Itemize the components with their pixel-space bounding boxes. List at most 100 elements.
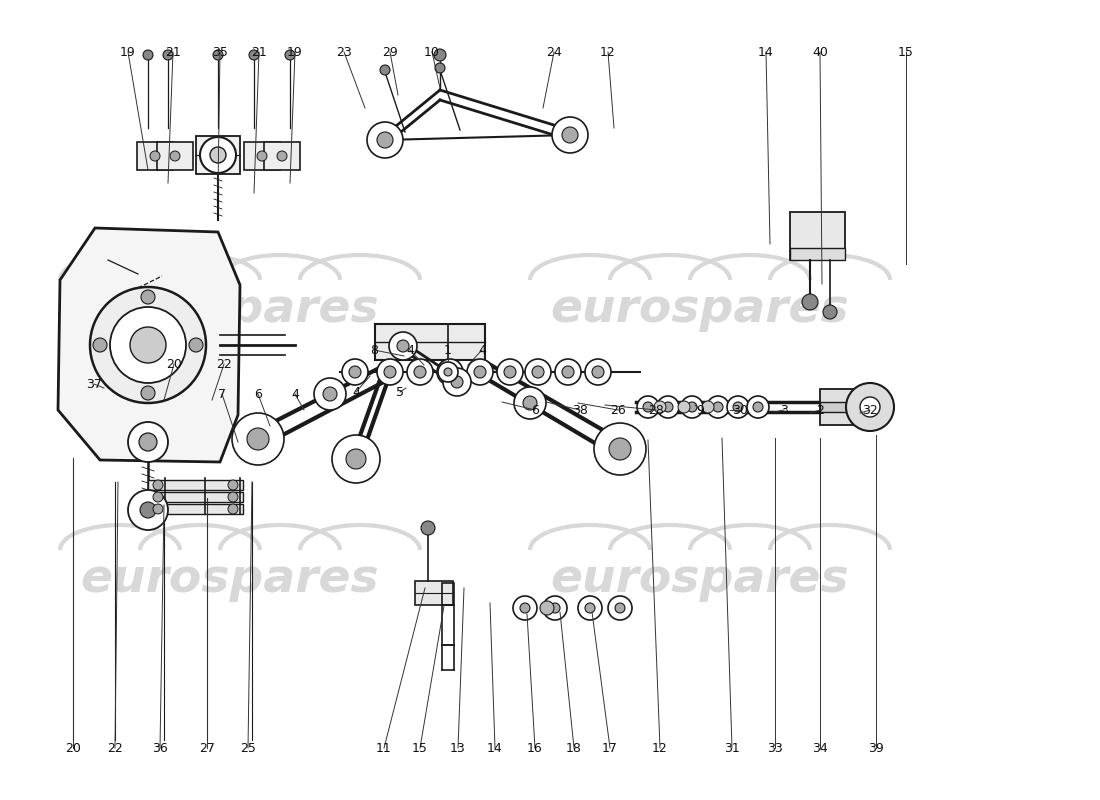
Text: 22: 22 <box>107 742 123 754</box>
Circle shape <box>414 366 426 378</box>
Text: 7: 7 <box>218 387 226 401</box>
Bar <box>790 248 845 260</box>
Text: 32: 32 <box>862 403 878 417</box>
Circle shape <box>389 332 417 360</box>
Text: 29: 29 <box>382 46 398 58</box>
Circle shape <box>437 359 463 385</box>
Text: 14: 14 <box>487 742 503 754</box>
Bar <box>264 142 300 170</box>
Text: 15: 15 <box>898 46 914 58</box>
Circle shape <box>150 151 160 161</box>
Circle shape <box>727 396 749 418</box>
Text: 28: 28 <box>648 403 664 417</box>
Circle shape <box>384 366 396 378</box>
Circle shape <box>443 368 471 396</box>
Circle shape <box>249 50 258 60</box>
Circle shape <box>637 396 659 418</box>
Text: 11: 11 <box>376 742 392 754</box>
Text: eurospares: eurospares <box>80 287 380 333</box>
Text: 2: 2 <box>816 403 824 417</box>
Circle shape <box>153 492 163 502</box>
Circle shape <box>846 383 894 431</box>
Text: 27: 27 <box>199 742 214 754</box>
Circle shape <box>153 504 163 514</box>
Text: 25: 25 <box>240 742 256 754</box>
Bar <box>157 142 192 170</box>
Circle shape <box>143 50 153 60</box>
Text: 35: 35 <box>212 46 228 58</box>
Circle shape <box>562 127 578 143</box>
Circle shape <box>232 413 284 465</box>
Circle shape <box>228 492 238 502</box>
Text: 20: 20 <box>65 742 81 754</box>
Circle shape <box>140 502 156 518</box>
Text: 12: 12 <box>601 46 616 58</box>
Text: 4: 4 <box>478 343 486 357</box>
Circle shape <box>754 402 763 412</box>
Circle shape <box>552 117 589 153</box>
Bar <box>148 480 243 490</box>
Circle shape <box>514 387 546 419</box>
Circle shape <box>228 504 238 514</box>
Circle shape <box>141 290 155 304</box>
Circle shape <box>444 368 452 376</box>
Text: 10: 10 <box>425 46 440 58</box>
Circle shape <box>802 294 818 310</box>
Circle shape <box>543 596 566 620</box>
Circle shape <box>540 601 554 615</box>
Bar <box>375 324 485 360</box>
Text: 15: 15 <box>412 742 428 754</box>
Text: 22: 22 <box>216 358 232 370</box>
Circle shape <box>110 307 186 383</box>
Circle shape <box>128 422 168 462</box>
Circle shape <box>434 49 446 61</box>
Text: 4: 4 <box>406 343 414 357</box>
Text: 30: 30 <box>733 403 748 417</box>
Circle shape <box>163 50 173 60</box>
Circle shape <box>346 449 366 469</box>
Circle shape <box>823 305 837 319</box>
Circle shape <box>497 359 522 385</box>
Circle shape <box>585 603 595 613</box>
Circle shape <box>349 366 361 378</box>
Circle shape <box>520 603 530 613</box>
Circle shape <box>94 338 107 352</box>
Text: 8: 8 <box>370 343 378 357</box>
Text: eurospares: eurospares <box>551 558 849 602</box>
Text: 4: 4 <box>292 387 299 401</box>
Circle shape <box>678 401 690 413</box>
Circle shape <box>421 521 434 535</box>
Circle shape <box>397 340 409 352</box>
Circle shape <box>189 338 204 352</box>
Bar <box>820 402 855 412</box>
Circle shape <box>702 401 714 413</box>
Circle shape <box>141 386 155 400</box>
Text: 34: 34 <box>812 742 828 754</box>
Circle shape <box>733 402 742 412</box>
Circle shape <box>550 603 560 613</box>
Circle shape <box>654 401 666 413</box>
Circle shape <box>747 396 769 418</box>
Circle shape <box>438 362 458 382</box>
Text: 39: 39 <box>868 742 884 754</box>
Circle shape <box>513 596 537 620</box>
Circle shape <box>688 402 697 412</box>
Text: 20: 20 <box>166 358 182 370</box>
Circle shape <box>608 596 632 620</box>
Circle shape <box>594 423 646 475</box>
Text: 23: 23 <box>337 46 352 58</box>
Circle shape <box>332 435 380 483</box>
Circle shape <box>323 387 337 401</box>
Circle shape <box>90 287 206 403</box>
Circle shape <box>681 396 703 418</box>
Circle shape <box>860 397 880 417</box>
Text: 19: 19 <box>287 46 303 58</box>
Circle shape <box>379 65 390 75</box>
Circle shape <box>522 396 537 410</box>
Text: 26: 26 <box>610 403 626 417</box>
Circle shape <box>130 327 166 363</box>
Circle shape <box>377 359 403 385</box>
Circle shape <box>128 490 168 530</box>
Circle shape <box>377 132 393 148</box>
Circle shape <box>200 137 236 173</box>
